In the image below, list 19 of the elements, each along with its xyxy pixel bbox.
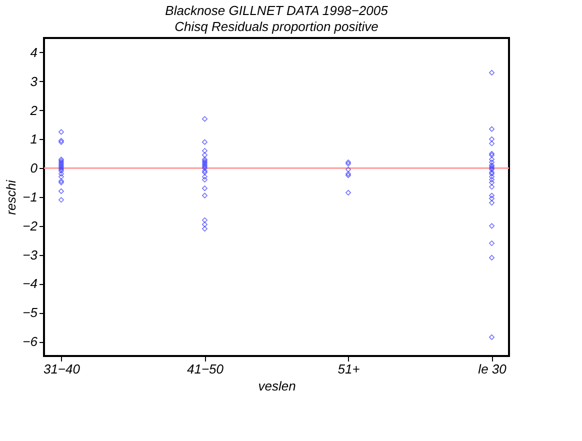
chart-subtitle: Chisq Residuals proportion positive	[174, 19, 378, 34]
y-tick-label: 0	[30, 160, 38, 176]
x-tick-label: le 30	[478, 362, 508, 376]
x-tick-label: 51+	[338, 362, 360, 376]
y-tick-label: 4	[30, 44, 38, 60]
y-tick-label: 3	[30, 74, 38, 89]
x-tick-label: 31−40	[43, 362, 81, 376]
y-tick-label: −2	[22, 218, 38, 234]
y-axis-title: reschi	[4, 179, 19, 215]
y-tick-label: −4	[22, 276, 38, 292]
x-axis-title: veslen	[258, 378, 296, 394]
x-tick-label: 41−50	[186, 362, 224, 376]
y-tick-label: 2	[29, 102, 38, 118]
y-tick-label: −6	[22, 334, 38, 350]
y-tick-label: 1	[30, 132, 38, 147]
chart-title: Blacknose GILLNET DATA 1998−2005	[165, 3, 389, 18]
y-tick-label: −3	[22, 247, 38, 262]
y-tick-label: −1	[22, 190, 38, 204]
y-tick-label: −5	[22, 305, 38, 320]
